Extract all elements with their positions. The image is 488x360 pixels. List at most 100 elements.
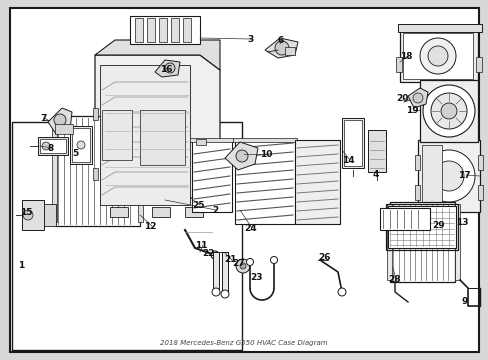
Circle shape xyxy=(212,288,220,296)
Circle shape xyxy=(246,258,253,266)
Bar xyxy=(196,139,205,145)
Text: 6: 6 xyxy=(278,36,284,45)
Bar xyxy=(399,30,477,82)
Bar xyxy=(38,137,68,155)
Polygon shape xyxy=(95,55,220,212)
Text: 5: 5 xyxy=(72,149,78,158)
Bar xyxy=(22,200,44,230)
Bar xyxy=(12,122,242,350)
Bar xyxy=(93,108,98,120)
Bar xyxy=(395,57,401,72)
Text: 9: 9 xyxy=(461,297,468,306)
Text: 14: 14 xyxy=(341,156,354,165)
Text: 4: 4 xyxy=(372,170,379,179)
Bar xyxy=(93,168,98,180)
Bar xyxy=(285,47,294,55)
Bar xyxy=(135,18,142,42)
Text: 16: 16 xyxy=(160,64,172,73)
Circle shape xyxy=(221,290,228,298)
Bar xyxy=(140,110,184,165)
Bar xyxy=(72,128,90,162)
Text: 2018 Mercedes-Benz G550 HVAC Case Diagram: 2018 Mercedes-Benz G550 HVAC Case Diagra… xyxy=(160,340,327,346)
Circle shape xyxy=(422,150,474,202)
Bar xyxy=(343,120,361,166)
Circle shape xyxy=(23,210,33,220)
Circle shape xyxy=(427,46,447,66)
Polygon shape xyxy=(224,142,258,170)
Circle shape xyxy=(236,150,247,162)
Polygon shape xyxy=(264,38,297,58)
Bar xyxy=(385,204,457,250)
Bar xyxy=(414,155,419,170)
Bar xyxy=(341,118,363,168)
Text: 12: 12 xyxy=(143,221,156,230)
Bar xyxy=(379,208,429,230)
Bar xyxy=(171,18,179,42)
Bar xyxy=(55,116,140,226)
Polygon shape xyxy=(235,140,294,224)
Circle shape xyxy=(240,263,245,269)
Bar xyxy=(152,207,170,217)
Bar xyxy=(70,126,92,164)
Bar xyxy=(102,110,132,160)
Bar xyxy=(44,204,56,226)
Bar xyxy=(222,252,227,292)
Circle shape xyxy=(422,85,474,137)
Bar xyxy=(389,202,454,282)
Bar xyxy=(100,65,190,205)
Text: 3: 3 xyxy=(246,35,253,44)
Text: 11: 11 xyxy=(195,240,207,249)
Text: 1: 1 xyxy=(18,261,24,270)
Bar xyxy=(417,140,479,212)
Bar xyxy=(213,252,219,290)
Circle shape xyxy=(77,141,85,149)
Text: 7: 7 xyxy=(40,113,46,122)
Bar xyxy=(190,138,234,142)
Bar xyxy=(183,18,191,42)
Circle shape xyxy=(419,38,455,74)
Text: 21: 21 xyxy=(224,256,236,265)
Bar xyxy=(55,124,73,134)
Polygon shape xyxy=(155,60,180,77)
Text: 25: 25 xyxy=(192,201,204,210)
Bar xyxy=(294,140,339,224)
Circle shape xyxy=(42,142,50,150)
Bar xyxy=(367,130,385,172)
Text: 27: 27 xyxy=(231,260,244,269)
Text: 26: 26 xyxy=(317,253,330,262)
Bar xyxy=(477,155,482,170)
Text: 29: 29 xyxy=(431,220,444,230)
Text: 10: 10 xyxy=(260,149,272,158)
Circle shape xyxy=(337,288,346,296)
Bar xyxy=(232,138,296,142)
Bar xyxy=(475,57,481,72)
Bar xyxy=(130,16,200,44)
Circle shape xyxy=(440,103,456,119)
Circle shape xyxy=(433,161,463,191)
Text: 20: 20 xyxy=(395,94,407,103)
Bar xyxy=(414,185,419,200)
Text: 19: 19 xyxy=(405,105,418,114)
Circle shape xyxy=(210,251,219,259)
Bar xyxy=(40,139,66,153)
Text: 8: 8 xyxy=(48,144,54,153)
Bar xyxy=(387,206,455,248)
Circle shape xyxy=(54,114,66,126)
Circle shape xyxy=(430,93,466,129)
Bar xyxy=(419,80,477,142)
Polygon shape xyxy=(192,140,231,212)
Text: 22: 22 xyxy=(202,248,214,257)
Bar xyxy=(147,18,155,42)
Polygon shape xyxy=(48,108,72,134)
Bar xyxy=(386,204,391,280)
Circle shape xyxy=(236,259,249,273)
Text: 17: 17 xyxy=(457,171,469,180)
Circle shape xyxy=(164,63,175,73)
Text: 2: 2 xyxy=(212,206,218,215)
Bar xyxy=(218,148,223,160)
Bar xyxy=(110,207,128,217)
Bar xyxy=(454,204,459,280)
Bar xyxy=(421,145,441,205)
Circle shape xyxy=(412,93,422,103)
Bar xyxy=(477,185,482,200)
